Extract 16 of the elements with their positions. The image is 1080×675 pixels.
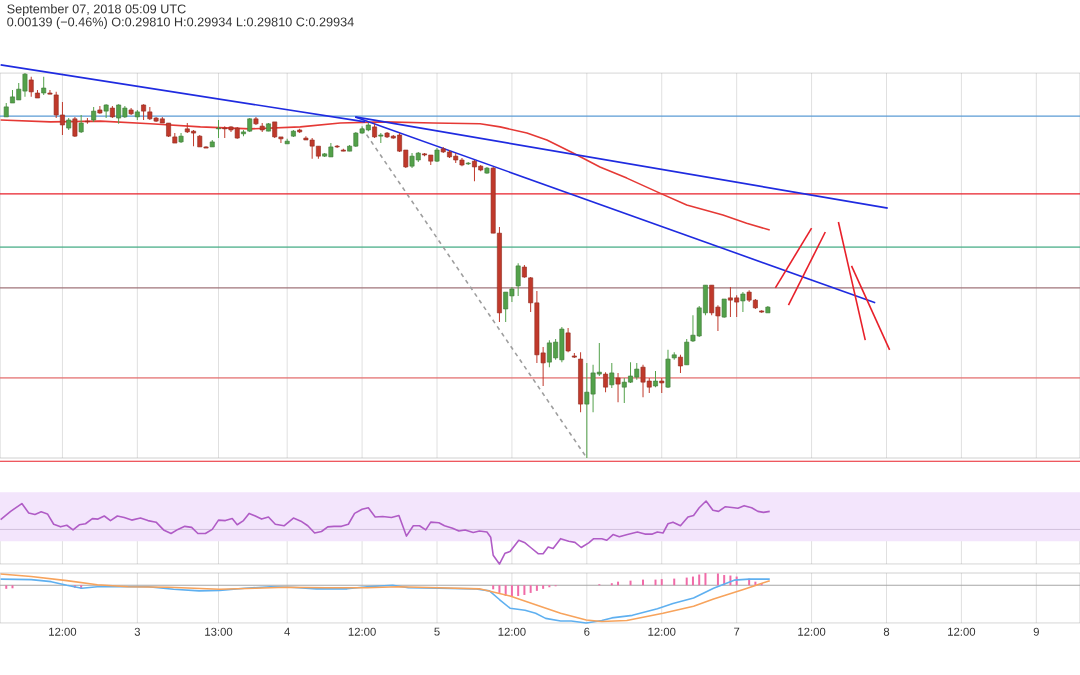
x-tick-label: 12:00	[648, 627, 676, 636]
x-tick-label: 8	[883, 627, 890, 636]
chart-subtitle: 0.00139 (−0.46%) O:0.29810 H:0.29934 L:0.29810 C:0.29934	[7, 17, 354, 29]
x-tick-label: 6	[584, 627, 590, 636]
x-tick-label: 9	[1033, 627, 1039, 636]
chart-title: September 07, 2018 05:09 UTC	[7, 4, 186, 16]
x-tick-label: 12:00	[798, 627, 826, 636]
x-tick-label: 7	[734, 627, 740, 636]
x-tick-label: 13:00	[205, 627, 233, 636]
x-tick-label: 5	[434, 627, 440, 636]
x-tick-label: 12:00	[948, 627, 976, 636]
x-tick-label: 12:00	[348, 627, 376, 636]
x-tick-label: 12:00	[498, 627, 526, 636]
x-tick-label: 12:00	[49, 627, 77, 636]
x-tick-label: 3	[134, 627, 141, 636]
x-tick-label: 4	[284, 627, 290, 636]
